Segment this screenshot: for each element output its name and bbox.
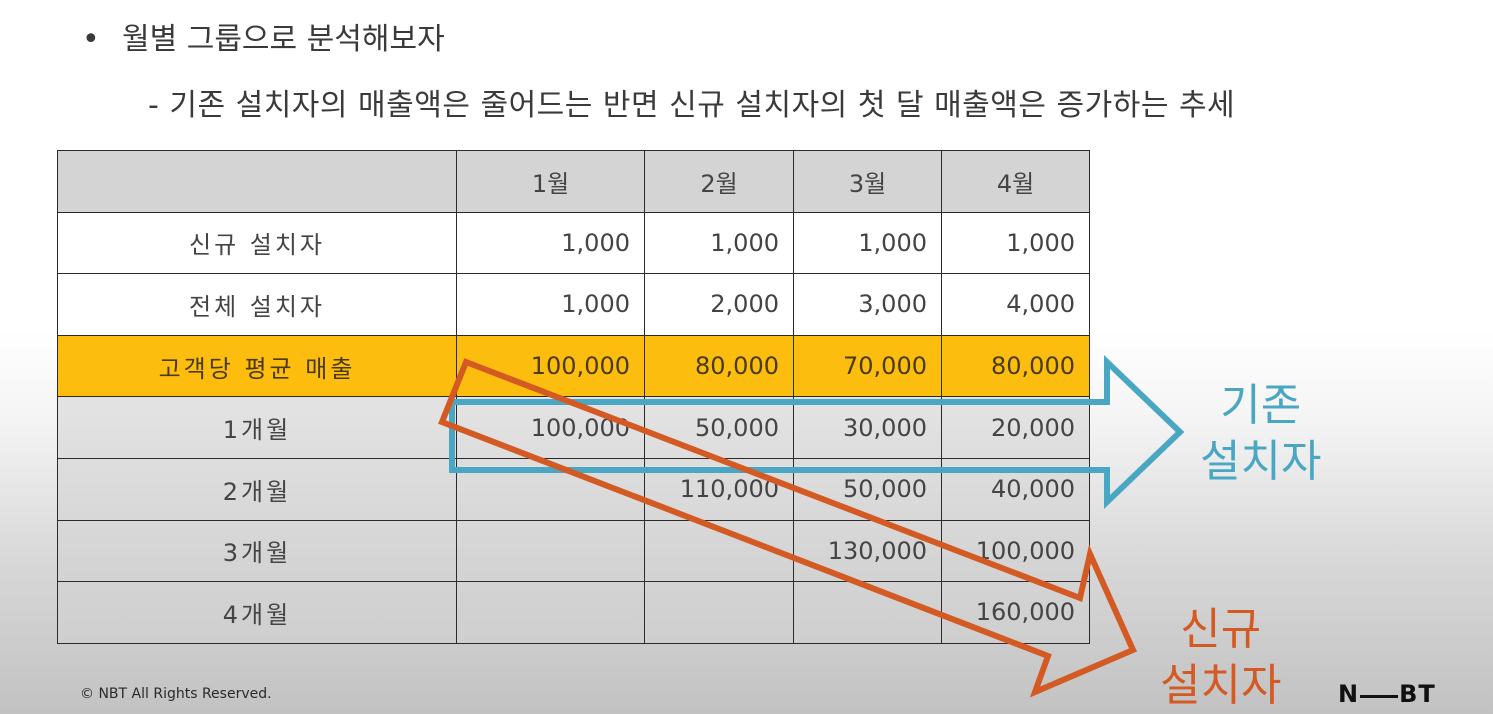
- copyright-text: © NBT All Rights Reserved.: [80, 686, 272, 702]
- table-cell: 1,000: [456, 273, 645, 336]
- logo-right: BT: [1399, 680, 1436, 708]
- table-cell: 30,000: [793, 396, 942, 459]
- row-label: 고객당 평균 매출: [57, 334, 457, 398]
- table-cell: [456, 457, 645, 521]
- table-cell: 3,000: [793, 273, 942, 336]
- table-row-month-4: 4개월 160,000: [57, 581, 1090, 644]
- subtitle: - 기존 설치자의 매출액은 줄어드는 반면 신규 설치자의 첫 달 매출액은 …: [148, 88, 1236, 123]
- table-cell: 1,000: [793, 211, 942, 275]
- header-cell-mar: 3월: [793, 150, 942, 213]
- header-row: 1월 2월 3월 4월: [57, 150, 1090, 213]
- table-cell: 1,000: [941, 211, 1090, 275]
- bullet-heading: • 월별 그룹으로 분석해보자: [82, 14, 445, 58]
- table-cell: 50,000: [644, 396, 794, 459]
- existing-label-line-1: 기존: [1220, 380, 1302, 431]
- table-cell: 100,000: [941, 519, 1090, 583]
- table-cell: [456, 581, 645, 644]
- table-cell: [644, 519, 794, 583]
- row-label: 2개월: [57, 457, 457, 521]
- new-label-line-1: 신규: [1180, 604, 1262, 655]
- table-cell: 20,000: [941, 396, 1090, 459]
- bullet-symbol: •: [82, 22, 100, 57]
- header-cell-jan: 1월: [456, 150, 645, 213]
- table-cell: [644, 581, 794, 644]
- table-cell: 100,000: [456, 396, 645, 459]
- table-cell: [793, 581, 942, 644]
- bullet-text: 월별 그룹으로 분석해보자: [122, 22, 445, 57]
- table-cell: 40,000: [941, 457, 1090, 521]
- table-cell: 110,000: [644, 457, 794, 521]
- row-label: 1개월: [57, 396, 457, 459]
- table-cell: 70,000: [793, 334, 942, 398]
- table-cell: 100,000: [456, 334, 645, 398]
- table-cell: 80,000: [941, 334, 1090, 398]
- table-cell: [456, 519, 645, 583]
- table-cell: 4,000: [941, 273, 1090, 336]
- table-cell: 50,000: [793, 457, 942, 521]
- table-row-avg-revenue: 고객당 평균 매출 100,000 80,000 70,000 80,000: [57, 334, 1090, 398]
- header-cell-blank: [57, 150, 457, 213]
- table-row-total-installs: 전체 설치자 1,000 2,000 3,000 4,000: [57, 273, 1090, 336]
- existing-label-line-2: 설치자: [1200, 436, 1322, 487]
- table-cell: 2,000: [644, 273, 794, 336]
- header-cell-apr: 4월: [941, 150, 1090, 213]
- table-cell: 1,000: [644, 211, 794, 275]
- logo-left: N: [1338, 680, 1360, 708]
- row-label: 전체 설치자: [57, 273, 457, 336]
- table-row-month-2: 2개월 110,000 50,000 40,000: [57, 457, 1090, 521]
- new-installers-label: 신규 설치자: [1160, 602, 1281, 714]
- nbt-logo: N BT: [1338, 680, 1436, 708]
- logo-bar: [1360, 695, 1399, 698]
- existing-installers-label: 기존 설치자: [1200, 378, 1321, 490]
- table-row-new-installs: 신규 설치자 1,000 1,000 1,000 1,000: [57, 211, 1090, 275]
- table-cell: 160,000: [941, 581, 1090, 644]
- cohort-table: 1월 2월 3월 4월 신규 설치자 1,000 1,000 1,000 1,0…: [57, 150, 1090, 644]
- table-row-month-3: 3개월 130,000 100,000: [57, 519, 1090, 583]
- row-label: 신규 설치자: [57, 211, 457, 275]
- table-row-month-1: 1개월 100,000 50,000 30,000 20,000: [57, 396, 1090, 459]
- new-label-line-2: 설치자: [1160, 660, 1282, 711]
- table-cell: 1,000: [456, 211, 645, 275]
- row-label: 4개월: [57, 581, 457, 644]
- table-cell: 80,000: [644, 334, 794, 398]
- header-cell-feb: 2월: [644, 150, 794, 213]
- table-cell: 130,000: [793, 519, 942, 583]
- row-label: 3개월: [57, 519, 457, 583]
